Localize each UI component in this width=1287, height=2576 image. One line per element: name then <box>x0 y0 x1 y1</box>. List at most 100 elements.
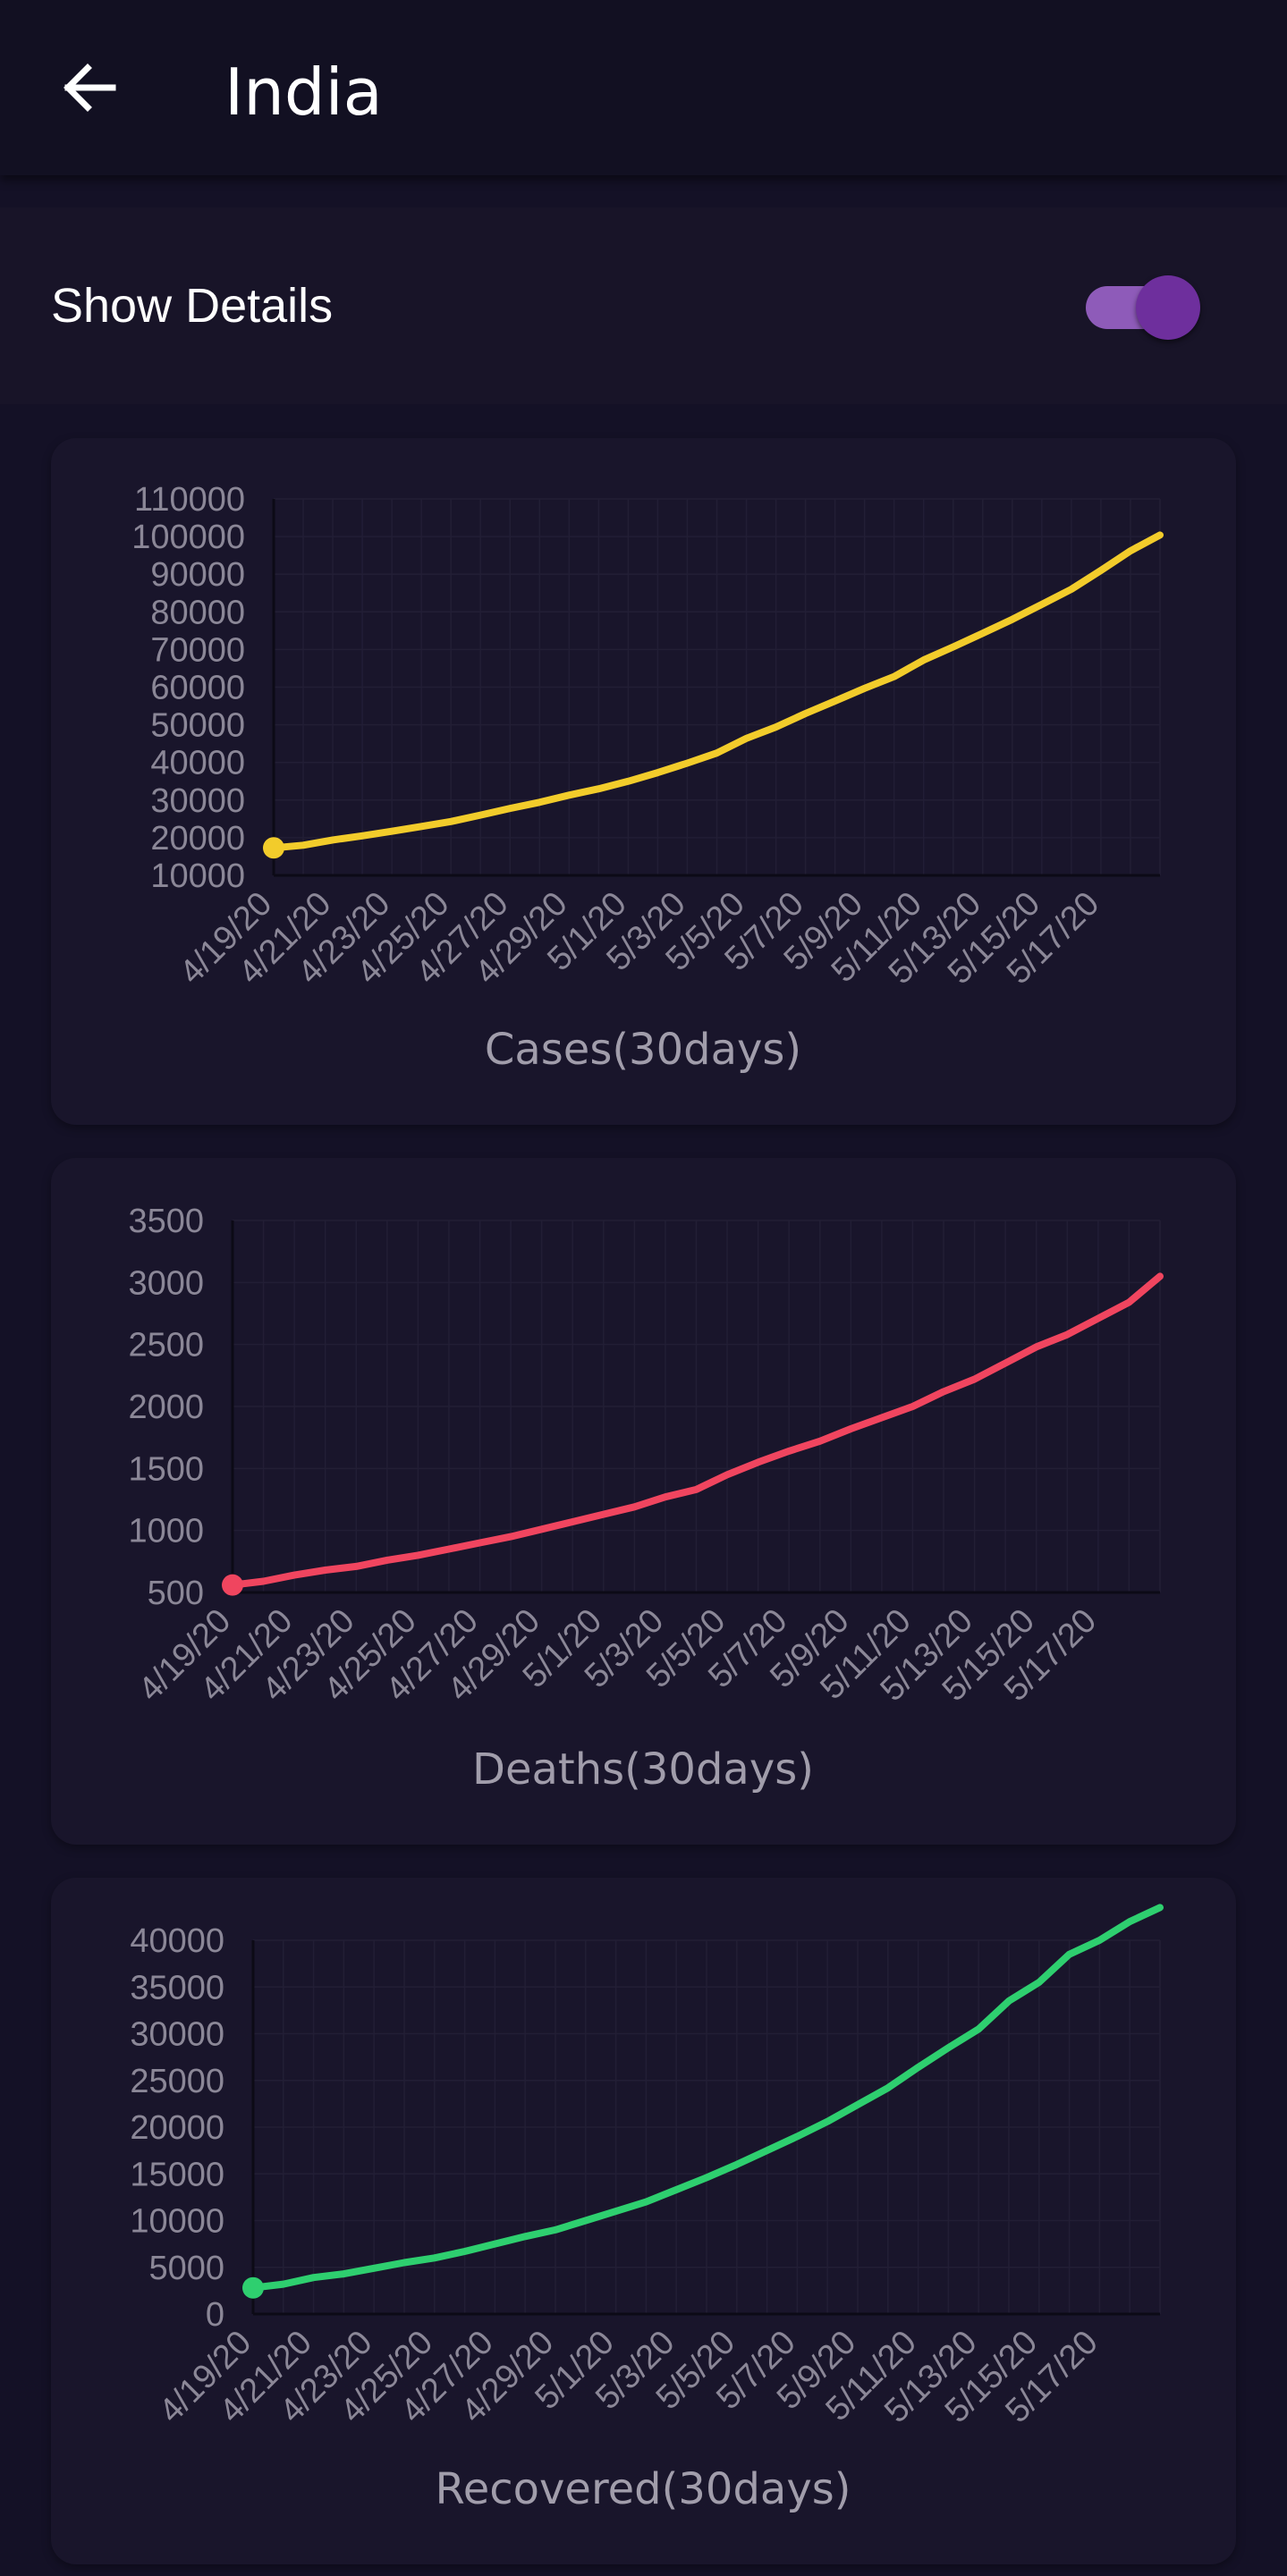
data-point <box>663 1494 668 1499</box>
toggle-thumb <box>1136 275 1200 340</box>
data-point <box>415 1552 420 1558</box>
y-tick-label: 10000 <box>130 2203 224 2241</box>
y-tick-label: 1000 <box>128 1513 204 1550</box>
data-point <box>601 1512 606 1517</box>
data-point <box>1067 1952 1072 1957</box>
cases-chart: 1100001000009000080000700006000050000400… <box>131 481 1164 1075</box>
y-tick-label: 30000 <box>150 782 245 820</box>
y-tick-label: 10000 <box>150 857 245 895</box>
arrow-left-icon <box>64 63 116 112</box>
deaths-chart-card: 3500 3000 2500 2000 1500 1000 500 4/19/20 4/21/2… <box>51 1158 1236 1845</box>
deaths-chart: 3500300025002000150010005004/19/204/21/2… <box>128 1203 1164 1795</box>
data-point <box>1096 1316 1101 1322</box>
data-point <box>803 711 809 716</box>
data-point <box>596 786 601 791</box>
y-tick-label: 20000 <box>130 2109 224 2147</box>
data-point <box>724 1472 730 1477</box>
data-point <box>1157 1905 1163 1910</box>
data-point <box>825 2119 830 2124</box>
y-tick-label: 90000 <box>150 556 245 594</box>
y-tick-label: 60000 <box>150 670 245 707</box>
data-point <box>1157 532 1163 537</box>
cases-axis-title: Cases(30days) <box>485 1025 801 1075</box>
data-point <box>508 1534 513 1540</box>
data-point <box>885 2085 891 2090</box>
y-tick-label: 40000 <box>150 745 245 782</box>
data-point <box>1069 587 1074 592</box>
data-point <box>402 2260 407 2266</box>
show-details-toggle[interactable] <box>1084 275 1200 340</box>
data-point[interactable] <box>263 837 284 859</box>
data-point <box>976 2026 981 2031</box>
data-point <box>704 2175 709 2180</box>
data-point <box>478 813 483 818</box>
data-point <box>522 2234 528 2239</box>
data-point <box>684 761 690 766</box>
back-button[interactable] <box>45 45 134 131</box>
data-point <box>1096 1938 1102 1943</box>
data-point <box>1010 617 1015 622</box>
data-point <box>892 674 897 680</box>
data-point <box>537 799 542 805</box>
data-point <box>765 2148 770 2153</box>
y-tick-label: 80000 <box>150 594 245 631</box>
data-point <box>855 2102 860 2107</box>
y-tick-label: 2000 <box>128 1389 204 1426</box>
data-point <box>833 698 838 704</box>
data-point <box>879 1415 885 1420</box>
data-point <box>921 657 927 663</box>
data-point <box>301 842 306 848</box>
data-point <box>972 1376 978 1381</box>
data-point <box>774 724 779 730</box>
data-point <box>941 1389 946 1394</box>
y-tick-label: 0 <box>206 2296 224 2334</box>
data-point <box>583 2218 588 2223</box>
y-tick-label: 2500 <box>128 1327 204 1364</box>
y-tick-label: 3000 <box>128 1264 204 1302</box>
data-point <box>292 1573 297 1578</box>
grid <box>273 498 1161 876</box>
data-point <box>1127 1919 1132 1924</box>
data-point <box>281 2282 286 2287</box>
data-point <box>1003 1360 1008 1365</box>
data-point <box>446 1546 452 1551</box>
data-point <box>507 806 512 811</box>
deaths-axis-title: Deaths(30days) <box>472 1744 814 1795</box>
data-point <box>980 630 986 636</box>
data-point <box>945 2045 951 2050</box>
cases-chart-card: 110000 100000 90000 80000 70000 60000 50000 400… <box>51 438 1236 1125</box>
y-tick-label: 500 <box>148 1575 204 1612</box>
data-point[interactable] <box>222 1574 243 1596</box>
data-point <box>817 1439 823 1444</box>
data-point <box>311 2275 317 2280</box>
data-point <box>462 2249 468 2254</box>
y-tick-label: 30000 <box>130 2016 224 2054</box>
data-point <box>570 1519 575 1524</box>
data-point <box>566 792 572 798</box>
data-point <box>478 1541 483 1546</box>
data-point <box>1098 568 1104 573</box>
recovered-axis-title: Recovered(30days) <box>436 2464 851 2514</box>
data-point <box>756 1459 761 1465</box>
data-point <box>553 2227 558 2233</box>
data-point[interactable] <box>242 2276 264 2299</box>
data-point <box>673 2187 679 2192</box>
data-point <box>1064 1332 1070 1338</box>
data-point <box>261 1579 267 1584</box>
grid <box>252 1939 1161 2315</box>
app-bar: India <box>0 0 1287 175</box>
data-point <box>614 2209 619 2214</box>
data-point <box>389 829 394 834</box>
data-point <box>330 837 335 842</box>
y-tick-label: 25000 <box>130 2063 224 2100</box>
data-point <box>786 1448 792 1454</box>
data-point <box>625 779 631 784</box>
data-point <box>1157 1273 1163 1279</box>
data-point <box>910 1404 915 1409</box>
data-point <box>715 750 719 756</box>
y-tick-label: 35000 <box>130 1969 224 2006</box>
data-point <box>419 823 424 829</box>
data-point <box>353 1564 359 1569</box>
data-point <box>794 2133 800 2139</box>
data-point <box>862 686 868 691</box>
